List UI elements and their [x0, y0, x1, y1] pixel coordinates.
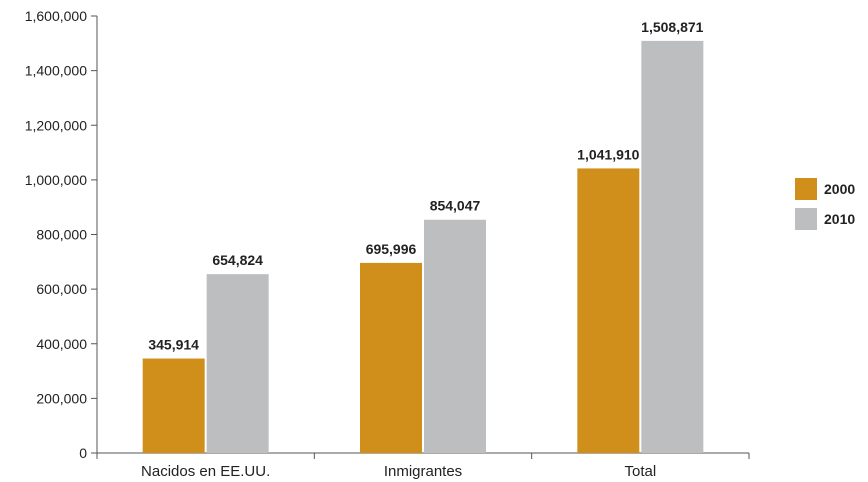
- x-category-label: Total: [624, 463, 656, 480]
- bar-2000-3: [577, 168, 640, 453]
- y-tick-label: 1,400,000: [25, 63, 87, 79]
- bar-2010-3: [641, 40, 704, 453]
- legend-swatch: [795, 178, 817, 200]
- data-label: 695,996: [366, 241, 417, 257]
- data-label: 854,047: [430, 198, 481, 214]
- y-tick-label: 400,000: [36, 336, 87, 352]
- data-label: 1,041,910: [577, 146, 639, 162]
- y-tick-label: 0: [79, 445, 87, 461]
- legend: 2000 2010: [795, 178, 855, 230]
- data-label: 1,508,871: [641, 19, 703, 35]
- data-label: 654,824: [212, 252, 263, 268]
- legend-label: 2000: [824, 181, 855, 197]
- bar-2010-2: [424, 219, 486, 453]
- bar-2000-2: [360, 262, 422, 453]
- x-category-label: Inmigrantes: [384, 463, 462, 480]
- y-tick-label: 200,000: [36, 390, 87, 406]
- data-labels: 345,914 654,824 695,996 854,047 1,041,910 1,5…: [148, 19, 703, 353]
- legend-label: 2010: [824, 211, 855, 227]
- y-tick-label: 1,600,000: [25, 8, 87, 24]
- x-axis-ticks: Nacidos en EE.UU. Inmigrantes Total: [96, 453, 750, 480]
- y-tick-label: 1,200,000: [25, 117, 87, 133]
- y-tick-label: 800,000: [36, 227, 87, 243]
- data-label: 345,914: [148, 337, 199, 353]
- bar-2010-1: [206, 274, 269, 453]
- bars: [142, 40, 704, 453]
- x-category-label: Nacidos en EE.UU.: [141, 463, 270, 480]
- bar-2000-1: [142, 358, 205, 453]
- legend-swatch: [795, 208, 817, 230]
- y-tick-label: 1,000,000: [25, 172, 87, 188]
- y-axis-ticks: 0 200,000 400,000 600,000 800,000 1,000,000 1,…: [25, 8, 97, 461]
- y-tick-label: 600,000: [36, 281, 87, 297]
